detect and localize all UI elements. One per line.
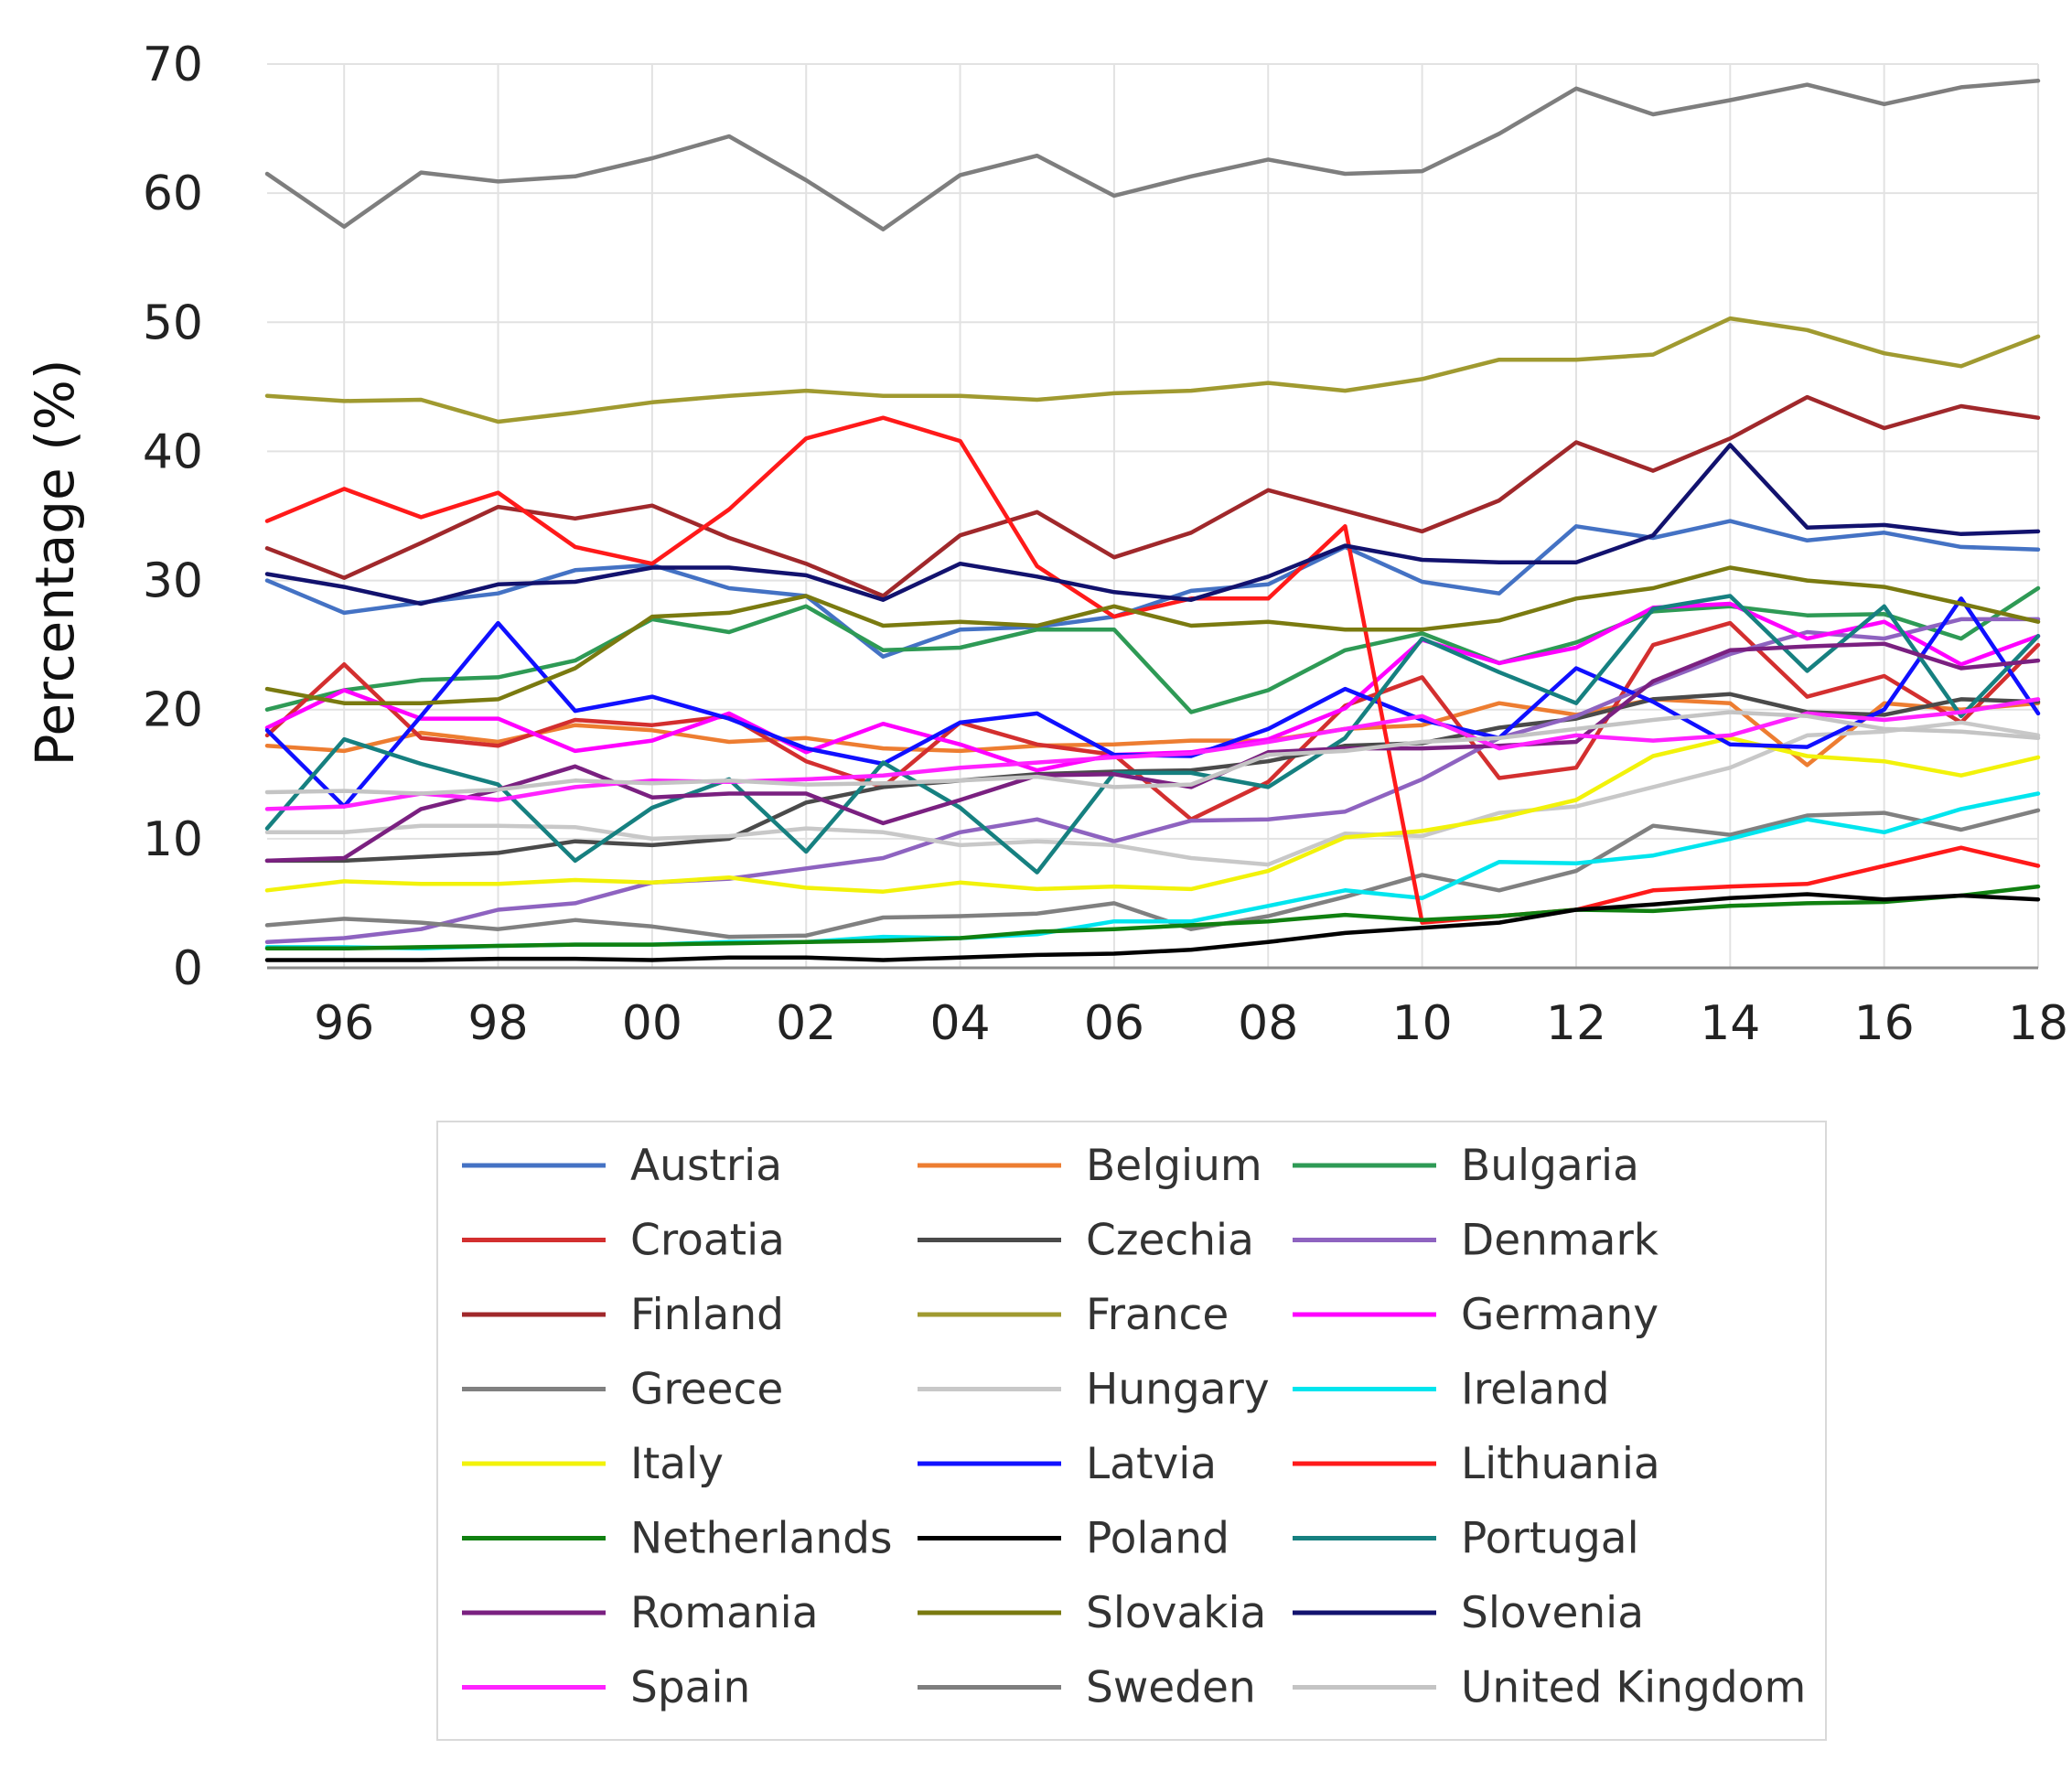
legend-label-italy: Italy — [630, 1439, 724, 1489]
legend-label-france: France — [1086, 1290, 1229, 1340]
series-line-italy — [264, 735, 2041, 894]
series-line-lithuania — [264, 415, 2041, 925]
series-line-sweden — [264, 79, 2041, 231]
legend-label-poland: Poland — [1086, 1514, 1229, 1564]
legend-label-germany: Germany — [1461, 1290, 1659, 1340]
legend-label-spain: Spain — [630, 1663, 750, 1713]
y-tick-label: 60 — [143, 166, 203, 221]
x-tick-label: 04 — [929, 996, 990, 1051]
axes: 0 10 20 30 40 50 60 70 96 98 00 02 04 06 08 10 12 14 16 18 — [143, 38, 2068, 1051]
legend-label-slovenia: Slovenia — [1461, 1588, 1644, 1638]
x-tick-label: 14 — [1700, 996, 1760, 1051]
series-line-austria — [264, 519, 2041, 660]
legend-label-netherlands: Netherlands — [630, 1514, 893, 1564]
series-line-hungary — [264, 720, 2041, 867]
y-tick-label: 10 — [143, 812, 203, 867]
legend-label-romania: Romania — [630, 1588, 819, 1638]
x-tick-label: 98 — [467, 996, 528, 1051]
series-line-romania — [264, 641, 2041, 864]
grid — [267, 63, 2039, 968]
legend-label-slovakia: Slovakia — [1086, 1588, 1266, 1638]
y-tick-label: 20 — [143, 683, 203, 738]
legend-label-united-kingdom: United Kingdom — [1461, 1663, 1806, 1713]
legend-label-ireland: Ireland — [1461, 1365, 1610, 1415]
legend: Austria Belgium Bulgaria Croatia Czechia Denm… — [436, 1121, 1827, 1741]
series-line-netherlands — [264, 884, 2041, 951]
legend-label-lithuania: Lithuania — [1461, 1439, 1660, 1489]
y-tick-label: 30 — [143, 554, 203, 609]
legend-label-czechia: Czechia — [1086, 1216, 1254, 1266]
legend-label-belgium: Belgium — [1086, 1141, 1262, 1191]
series-line-greece — [264, 808, 2041, 939]
x-tick-label: 10 — [1392, 996, 1453, 1051]
legend-label-greece: Greece — [630, 1365, 783, 1415]
legend-label-latvia: Latvia — [1086, 1439, 1217, 1489]
x-tick-label: 16 — [1854, 996, 1915, 1051]
x-tick-label: 06 — [1084, 996, 1144, 1051]
series-line-france — [264, 316, 2041, 424]
legend-label-bulgaria: Bulgaria — [1461, 1141, 1639, 1191]
series-line-slovenia — [264, 443, 2041, 606]
legend-label-croatia: Croatia — [630, 1216, 785, 1266]
series-line-slovakia — [264, 565, 2041, 705]
series-line-spain — [264, 697, 2041, 811]
y-tick-label: 70 — [143, 38, 203, 92]
y-tick-label: 0 — [173, 941, 203, 996]
x-tick-label: 08 — [1238, 996, 1298, 1051]
series-line-portugal — [264, 594, 2041, 875]
series-lines — [264, 79, 2041, 962]
legend-label-hungary: Hungary — [1086, 1365, 1270, 1415]
y-axis-label: Percentage (%) — [24, 359, 86, 766]
legend-label-denmark: Denmark — [1461, 1216, 1659, 1266]
series-line-poland — [264, 892, 2041, 962]
x-tick-label: 02 — [776, 996, 836, 1051]
legend-label-sweden: Sweden — [1086, 1663, 1256, 1713]
x-tick-label: 00 — [622, 996, 682, 1051]
y-tick-label: 40 — [143, 424, 203, 479]
legend-label-portugal: Portugal — [1461, 1514, 1639, 1564]
x-tick-label: 96 — [314, 996, 374, 1051]
legend-label-austria: Austria — [630, 1141, 782, 1191]
x-tick-label: 18 — [2008, 996, 2068, 1051]
x-tick-label: 12 — [1546, 996, 1606, 1051]
series-line-united-kingdom — [264, 710, 2041, 796]
y-tick-label: 50 — [143, 295, 203, 350]
legend-box — [436, 1121, 1827, 1741]
legend-label-finland: Finland — [630, 1290, 784, 1340]
series-line-finland — [264, 394, 2041, 598]
